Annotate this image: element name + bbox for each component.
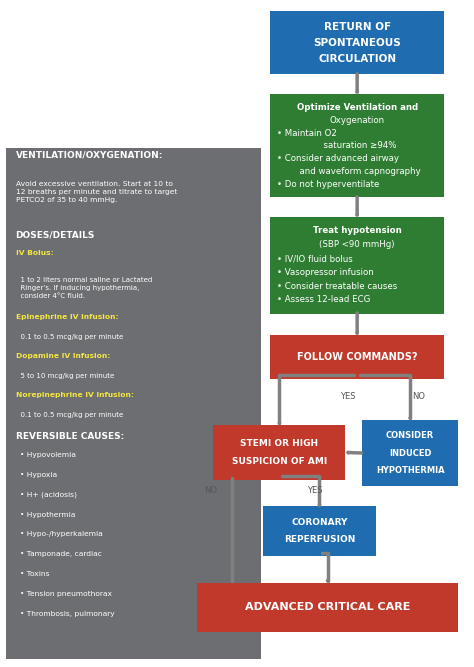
Text: IV Bolus:: IV Bolus: <box>16 251 53 257</box>
Text: NO: NO <box>412 392 425 401</box>
Text: VENTILATION/OXYGENATION:: VENTILATION/OXYGENATION: <box>16 151 163 160</box>
Text: INDUCED: INDUCED <box>389 449 431 458</box>
Text: Epinephrine IV Infusion:: Epinephrine IV Infusion: <box>16 313 118 319</box>
Text: FOLLOW COMMANDS?: FOLLOW COMMANDS? <box>297 352 418 362</box>
Text: • Toxins: • Toxins <box>20 572 50 578</box>
Text: Avoid excessive ventilation. Start at 10 to
12 breaths per minute and titrate to: Avoid excessive ventilation. Start at 10… <box>16 181 177 203</box>
Text: Treat hypotension: Treat hypotension <box>313 226 401 235</box>
FancyBboxPatch shape <box>6 147 261 659</box>
Text: YES: YES <box>307 486 322 496</box>
Text: saturation ≥94%: saturation ≥94% <box>318 141 396 150</box>
Text: • H+ (acidosis): • H+ (acidosis) <box>20 492 77 498</box>
FancyBboxPatch shape <box>263 506 376 556</box>
Text: • Hypothermia: • Hypothermia <box>20 512 76 518</box>
FancyBboxPatch shape <box>270 336 444 379</box>
Text: • Do not hyperventilate: • Do not hyperventilate <box>277 180 379 189</box>
Text: • Tension pneumothorax: • Tension pneumothorax <box>20 591 112 597</box>
Text: 0.1 to 0.5 mcg/kg per minute: 0.1 to 0.5 mcg/kg per minute <box>16 412 123 418</box>
Text: • Maintain O2: • Maintain O2 <box>277 129 337 137</box>
FancyBboxPatch shape <box>270 11 444 75</box>
Text: Dopamine IV Infusion:: Dopamine IV Infusion: <box>16 354 110 360</box>
Text: RETURN OF: RETURN OF <box>324 22 391 32</box>
FancyBboxPatch shape <box>197 582 458 632</box>
Text: Optimize Ventilation and: Optimize Ventilation and <box>297 103 418 112</box>
Text: 0.1 to 0.5 mcg/kg per minute: 0.1 to 0.5 mcg/kg per minute <box>16 334 123 340</box>
FancyBboxPatch shape <box>362 420 458 486</box>
Text: ADVANCED CRITICAL CARE: ADVANCED CRITICAL CARE <box>245 602 410 612</box>
Text: REPERFUSION: REPERFUSION <box>284 535 355 544</box>
Text: • Hypoxia: • Hypoxia <box>20 472 57 478</box>
Text: SPONTANEOUS: SPONTANEOUS <box>313 38 401 48</box>
FancyBboxPatch shape <box>270 217 444 313</box>
Text: NO: NO <box>205 486 218 496</box>
Text: • Thrombosis, pulmonary: • Thrombosis, pulmonary <box>20 611 115 617</box>
Text: CIRCULATION: CIRCULATION <box>318 54 396 64</box>
Text: and waveform capnography: and waveform capnography <box>294 167 420 176</box>
Text: • Hypovolemia: • Hypovolemia <box>20 452 76 458</box>
Text: YES: YES <box>340 392 356 401</box>
Text: CONSIDER: CONSIDER <box>386 432 434 440</box>
Text: Oxygenation: Oxygenation <box>329 115 385 125</box>
Text: • Consider treatable causes: • Consider treatable causes <box>277 281 397 291</box>
Text: • IV/IO fluid bolus: • IV/IO fluid bolus <box>277 254 353 263</box>
Text: 1 to 2 liters normal saline or Lactated
  Ringer’s. If inducing hypothermia,
  c: 1 to 2 liters normal saline or Lactated … <box>16 277 152 299</box>
Text: SUSPICION OF AMI: SUSPICION OF AMI <box>232 457 327 466</box>
Text: (SBP <90 mmHg): (SBP <90 mmHg) <box>319 240 395 249</box>
Text: • Hypo-/hyperkalemia: • Hypo-/hyperkalemia <box>20 532 103 538</box>
Text: • Tamponade, cardiac: • Tamponade, cardiac <box>20 552 102 558</box>
Text: • Vasopressor infusion: • Vasopressor infusion <box>277 268 374 277</box>
FancyBboxPatch shape <box>213 425 346 480</box>
Text: REVERSIBLE CAUSES:: REVERSIBLE CAUSES: <box>16 432 124 441</box>
Text: • Assess 12-lead ECG: • Assess 12-lead ECG <box>277 295 370 304</box>
Text: 5 to 10 mcg/kg per minute: 5 to 10 mcg/kg per minute <box>16 374 114 380</box>
Text: Norepinephrine IV Infusion:: Norepinephrine IV Infusion: <box>16 392 134 398</box>
Text: DOSES/DETAILS: DOSES/DETAILS <box>16 231 95 239</box>
Text: STEMI OR HIGH: STEMI OR HIGH <box>240 439 319 448</box>
Text: HYPOTHERMIA: HYPOTHERMIA <box>376 466 445 475</box>
Text: • Consider advanced airway: • Consider advanced airway <box>277 154 399 163</box>
Text: CORONARY: CORONARY <box>292 518 347 527</box>
FancyBboxPatch shape <box>270 94 444 197</box>
